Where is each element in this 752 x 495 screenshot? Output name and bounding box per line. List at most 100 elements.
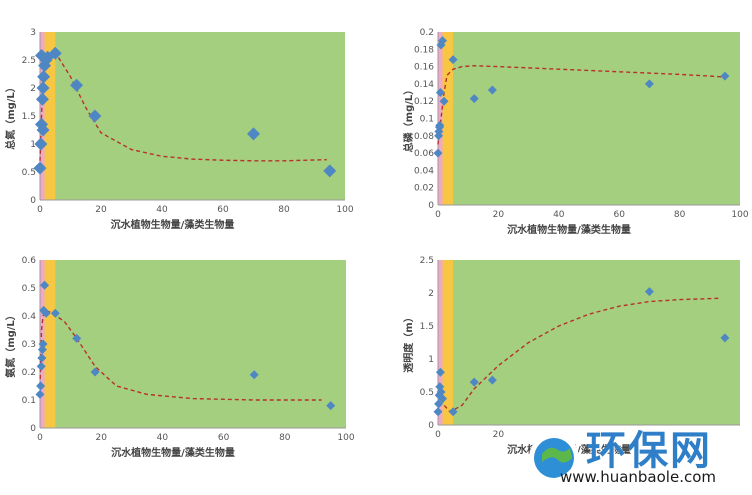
data-point [487, 375, 497, 385]
data-point [70, 78, 84, 92]
x-tick-label: 80 [278, 205, 290, 215]
data-point [35, 49, 49, 63]
data-point [435, 367, 445, 377]
y-tick-label: 2 [30, 84, 36, 94]
x-axis-label: 沉水植物生物量/藻类生物量 [111, 446, 235, 459]
y-tick-label: 0 [428, 201, 434, 211]
y-tick-label: 0.6 [22, 256, 37, 266]
data-point [247, 127, 260, 141]
watermark-url: www.huanbaole.com [560, 468, 716, 486]
y-tick-label: 0.5 [22, 284, 36, 294]
data-point [36, 123, 50, 137]
data-point [439, 96, 449, 106]
y-axis-label: 总磷（mg/L） [402, 85, 415, 153]
trend-line [39, 52, 327, 162]
x-axis-label: 沉水植物生物量/藻类生物量 [111, 218, 235, 231]
data-point [326, 401, 336, 411]
data-point [72, 333, 82, 343]
trend-line [437, 65, 725, 145]
y-tick-label: 0.18 [414, 45, 434, 55]
y-tick-label: 0.4 [22, 312, 37, 322]
data-point [37, 353, 47, 363]
x-tick-label: 20 [493, 210, 505, 220]
data-point [33, 161, 47, 175]
globe-icon [534, 438, 574, 478]
plot-background [40, 32, 345, 200]
data-point [35, 92, 49, 106]
y-tick-label: 2 [428, 289, 434, 299]
x-tick-label: 40 [157, 433, 169, 443]
x-tick-label: 40 [553, 210, 565, 220]
y-tick-label: 0.16 [414, 63, 434, 73]
x-tick-label: 80 [279, 433, 291, 443]
y-tick-label: 1 [30, 140, 36, 150]
y-tick-label: 0.1 [22, 396, 36, 406]
y-tick-label: 2.5 [22, 56, 36, 66]
x-tick-label: 60 [217, 205, 229, 215]
plot-background [40, 260, 346, 428]
x-tick-label: 0 [37, 205, 43, 215]
band-yellow [44, 32, 56, 200]
data-point [50, 308, 60, 318]
data-point [37, 345, 47, 355]
x-tick-label: 40 [156, 205, 168, 215]
x-tick-label: 80 [674, 210, 686, 220]
band-pink [438, 260, 443, 425]
data-point [434, 126, 444, 136]
band-yellow [442, 32, 454, 205]
data-point [644, 79, 654, 89]
chart-panel-1: 0 0.5 1 1.5 2 2.5 3 0 20 40 60 80 100 沉水植物生物量/藻类生物量 总氮… [4, 28, 354, 231]
y-tick-label: 0.08 [414, 132, 434, 142]
y-tick-label: 0.06 [414, 149, 434, 159]
y-tick-label: 0 [30, 424, 36, 434]
data-point [720, 71, 730, 81]
y-tick-label: 0.1 [420, 115, 434, 125]
data-point [38, 339, 48, 349]
data-point [448, 55, 458, 65]
y-tick-label: 3 [30, 28, 36, 38]
data-point [435, 88, 445, 98]
y-axis-label: 透明度（m） [402, 312, 415, 372]
data-point [469, 94, 479, 104]
data-point [35, 389, 45, 399]
x-tick-label: 20 [493, 430, 505, 440]
y-axis-label: 总氮（mg/L） [4, 82, 17, 150]
data-point [448, 407, 458, 417]
data-point [37, 70, 51, 84]
y-tick-label: 0.12 [414, 97, 434, 107]
data-point [249, 370, 259, 380]
band-pink [438, 32, 443, 205]
trend-line [39, 309, 322, 401]
y-tick-label: 1.5 [22, 112, 36, 122]
x-tick-label: 100 [336, 205, 353, 215]
data-point [323, 164, 337, 178]
y-tick-label: 1 [428, 355, 434, 365]
x-axis-label: 沉水植物生物量/藻类生物量 [507, 223, 631, 236]
y-tick-label: 0 [30, 196, 36, 206]
y-tick-label: 0.04 [414, 166, 434, 176]
data-point [88, 109, 102, 123]
data-point [48, 46, 62, 60]
data-point [433, 148, 443, 158]
watermark-brand: 环保网 [586, 428, 712, 474]
data-point [34, 137, 48, 151]
data-point [438, 36, 448, 46]
chart-panel-4: 00.511.522.5020沉水植物生物量/藻类生物量透明度（m） [402, 256, 740, 456]
y-tick-label: 0.02 [414, 184, 434, 194]
data-point [36, 81, 50, 95]
x-tick-label: 20 [95, 205, 107, 215]
y-tick-label: 0.2 [420, 28, 434, 38]
data-point [435, 120, 445, 130]
x-tick-label: 0 [37, 433, 43, 443]
data-point [436, 387, 446, 397]
data-point [40, 280, 50, 290]
data-point [41, 308, 51, 318]
data-point [644, 287, 654, 297]
band-yellow [44, 260, 56, 428]
x-tick-label: 60 [613, 210, 625, 220]
y-tick-label: 0 [428, 421, 434, 431]
y-axis-label: 氨氮（mg/L） [4, 310, 17, 378]
band-pink [40, 32, 45, 200]
x-tick-label: 0 [435, 430, 441, 440]
